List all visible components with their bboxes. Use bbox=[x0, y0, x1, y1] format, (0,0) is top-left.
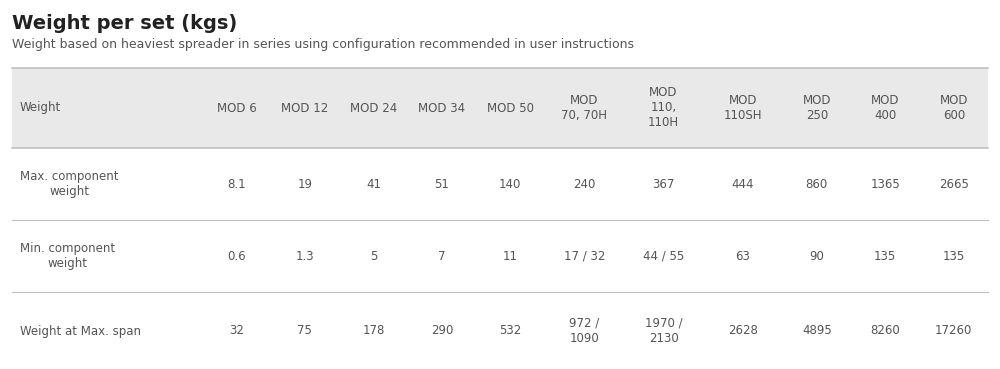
Text: 140: 140 bbox=[499, 177, 522, 190]
Text: MOD 6: MOD 6 bbox=[217, 101, 256, 114]
Text: 90: 90 bbox=[809, 249, 824, 262]
Text: MOD 12: MOD 12 bbox=[281, 101, 329, 114]
Text: 4895: 4895 bbox=[802, 324, 832, 338]
Text: 1365: 1365 bbox=[870, 177, 900, 190]
Text: 240: 240 bbox=[573, 177, 595, 190]
Text: 19: 19 bbox=[297, 177, 312, 190]
Bar bbox=[12, 68, 988, 148]
Text: MOD
400: MOD 400 bbox=[871, 94, 900, 122]
Text: MOD 24: MOD 24 bbox=[350, 101, 397, 114]
Text: 2628: 2628 bbox=[728, 324, 758, 338]
Text: 32: 32 bbox=[229, 324, 244, 338]
Text: Weight based on heaviest spreader in series using configuration recommended in u: Weight based on heaviest spreader in ser… bbox=[12, 38, 634, 51]
Text: 7: 7 bbox=[438, 249, 446, 262]
Text: MOD
110,
110H: MOD 110, 110H bbox=[648, 86, 679, 130]
Text: 367: 367 bbox=[652, 177, 675, 190]
Text: 63: 63 bbox=[735, 249, 750, 262]
Text: 1.3: 1.3 bbox=[296, 249, 314, 262]
Text: MOD 50: MOD 50 bbox=[487, 101, 534, 114]
Text: MOD
110SH: MOD 110SH bbox=[724, 94, 762, 122]
Text: 51: 51 bbox=[434, 177, 449, 190]
Text: MOD
250: MOD 250 bbox=[803, 94, 831, 122]
Text: 1970 /
2130: 1970 / 2130 bbox=[645, 317, 682, 345]
Text: 8260: 8260 bbox=[870, 324, 900, 338]
Text: 290: 290 bbox=[431, 324, 453, 338]
Text: MOD
600: MOD 600 bbox=[940, 94, 968, 122]
Text: 178: 178 bbox=[362, 324, 385, 338]
Text: 135: 135 bbox=[943, 249, 965, 262]
Text: 0.6: 0.6 bbox=[227, 249, 246, 262]
Text: Weight: Weight bbox=[20, 101, 61, 114]
Text: Min. component
weight: Min. component weight bbox=[20, 242, 115, 270]
Text: 8.1: 8.1 bbox=[227, 177, 246, 190]
Text: 135: 135 bbox=[874, 249, 896, 262]
Text: MOD
70, 70H: MOD 70, 70H bbox=[561, 94, 607, 122]
Text: 17 / 32: 17 / 32 bbox=[564, 249, 605, 262]
Text: 5: 5 bbox=[370, 249, 377, 262]
Text: 17260: 17260 bbox=[935, 324, 972, 338]
Text: 444: 444 bbox=[732, 177, 754, 190]
Text: 11: 11 bbox=[503, 249, 518, 262]
Text: 532: 532 bbox=[499, 324, 521, 338]
Text: 860: 860 bbox=[806, 177, 828, 190]
Text: 75: 75 bbox=[297, 324, 312, 338]
Text: 44 / 55: 44 / 55 bbox=[643, 249, 684, 262]
Text: Weight at Max. span: Weight at Max. span bbox=[20, 324, 141, 338]
Text: MOD 34: MOD 34 bbox=[418, 101, 465, 114]
Text: 972 /
1090: 972 / 1090 bbox=[569, 317, 599, 345]
Text: Max. component
weight: Max. component weight bbox=[20, 170, 119, 198]
Text: Weight per set (kgs): Weight per set (kgs) bbox=[12, 14, 237, 33]
Text: 41: 41 bbox=[366, 177, 381, 190]
Text: 2665: 2665 bbox=[939, 177, 969, 190]
